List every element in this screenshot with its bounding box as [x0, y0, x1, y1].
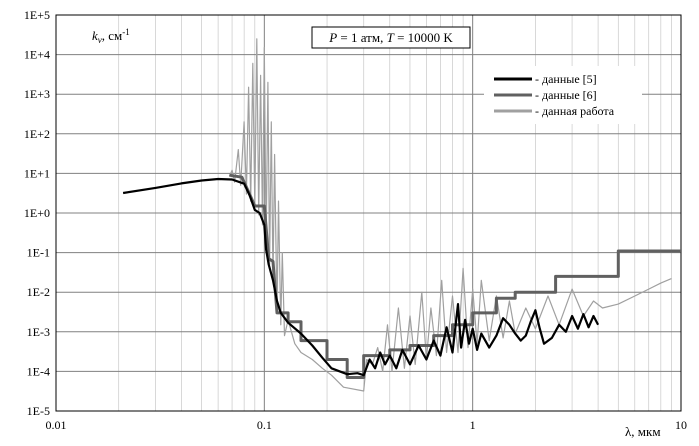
x-tick-label: 1 — [470, 418, 476, 432]
x-tick-label: 10 — [675, 418, 687, 432]
legend: - данные [5] - данные [6] - данная работ… — [484, 66, 642, 124]
y-tick-labels: 1E+5 1E+4 1E+3 1E+2 1E+1 1E+0 1E-1 1E-2 1E-3 1E-4… — [24, 8, 50, 418]
series-line-this-work — [228, 38, 672, 392]
y-axis-label: kν, см-1 — [92, 27, 130, 45]
x-tick-label: 0.1 — [257, 418, 272, 432]
conditions-annotation: P = 1 атм, T = 10000 K — [328, 30, 453, 45]
y-axis-label-unit: , см — [102, 28, 123, 43]
annotation-p-value: = 1 атм, — [337, 30, 386, 45]
annotation-t-symbol: T — [387, 30, 395, 45]
x-tick-label: 0.01 — [46, 418, 67, 432]
y-axis-label-sup: -1 — [122, 27, 130, 37]
annotation-p-symbol: P — [328, 30, 337, 45]
y-tick-label: 1E-5 — [27, 404, 50, 418]
y-tick-label: 1E+1 — [24, 166, 50, 180]
y-axis-label-sub: ν — [98, 35, 102, 45]
series-line-data5 — [122, 177, 600, 377]
y-tick-label: 1E+3 — [24, 87, 50, 101]
legend-label-data6: - данные [6] — [535, 88, 597, 102]
y-tick-label: 1E-1 — [27, 246, 50, 260]
annotation-t-value: = 10000 K — [394, 30, 454, 45]
y-axis-label-main: k — [92, 28, 98, 43]
y-tick-label: 1E+5 — [24, 8, 50, 22]
y-tick-label: 1E-4 — [27, 364, 50, 378]
conditions-box — [311, 26, 471, 49]
y-tick-label: 1E+4 — [24, 48, 50, 62]
y-tick-label: 1E-2 — [27, 285, 50, 299]
legend-label-this-work: - данная работа — [535, 104, 615, 118]
series-layer — [122, 38, 681, 392]
legend-label-data5: - данные [5] — [535, 72, 597, 86]
plot-area-frame — [55, 14, 682, 412]
x-axis-label: λ, мкм — [625, 424, 661, 439]
y-tick-label: 1E+2 — [24, 127, 50, 141]
y-tick-label: 1E-3 — [27, 325, 50, 339]
y-tick-label: 1E+0 — [24, 206, 50, 220]
x-tick-labels: 0.01 0.1 1 10 — [46, 418, 688, 432]
